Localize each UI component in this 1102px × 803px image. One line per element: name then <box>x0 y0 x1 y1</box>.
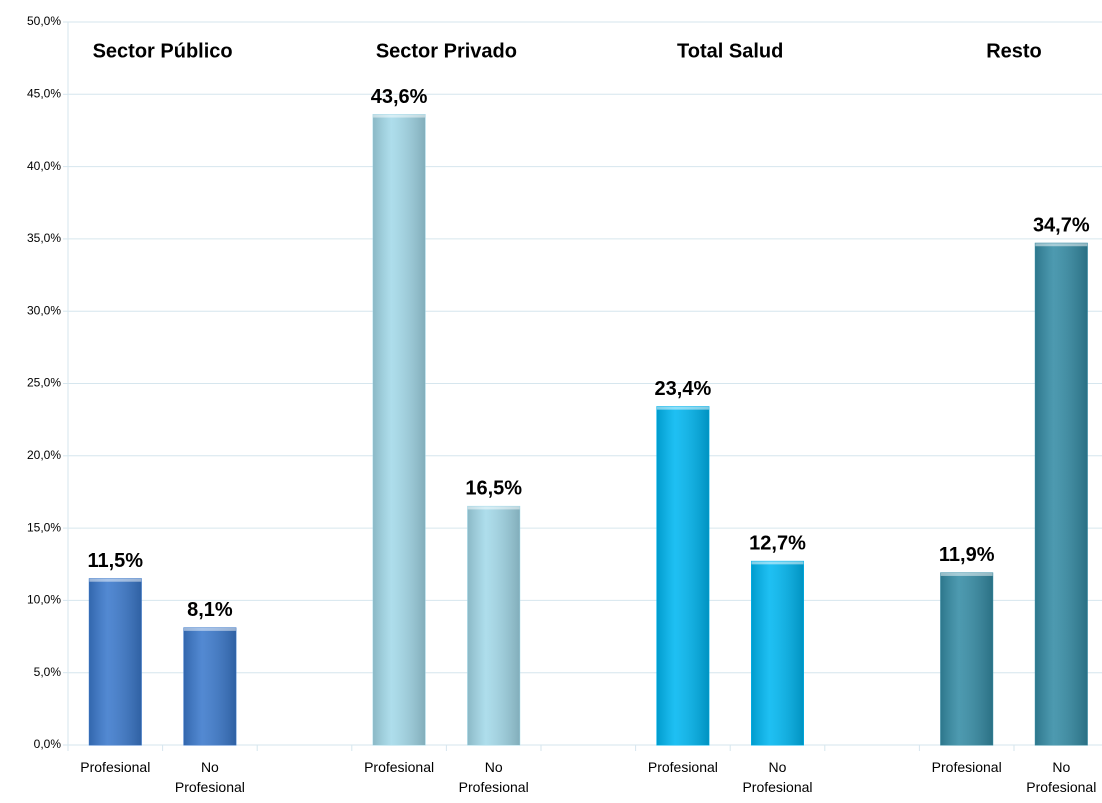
bar-top <box>89 578 142 582</box>
x-tick-label: Profesional <box>364 759 435 775</box>
y-tick-label: 15,0% <box>27 520 61 534</box>
bar-top <box>940 572 993 576</box>
x-tick-label: No Profesional <box>1026 759 1097 795</box>
bar-shade <box>89 578 142 745</box>
x-tick-label: Profesional <box>647 759 718 775</box>
value-label: 34,7% <box>1033 215 1090 237</box>
group-title: Sector Público <box>93 40 233 62</box>
y-tick-label: 45,0% <box>27 86 61 100</box>
x-tick-label: Profesional <box>80 759 151 775</box>
x-tick-label: No Profesional <box>458 759 529 795</box>
bar-shade <box>751 561 804 745</box>
bar-top <box>467 506 520 510</box>
y-tick-label: 25,0% <box>27 376 61 390</box>
y-tick-label: 35,0% <box>27 231 61 245</box>
bar-shade <box>1035 243 1088 745</box>
y-tick-label: 50,0% <box>27 14 61 28</box>
x-tick-label: No Profesional <box>174 759 245 795</box>
x-tick-label: Profesional <box>931 759 1002 775</box>
bar-top <box>1035 243 1088 247</box>
bar-shade <box>183 627 236 745</box>
value-label: 11,5% <box>87 550 143 572</box>
group-title: Resto <box>986 40 1042 62</box>
y-tick-label: 0,0% <box>34 737 62 751</box>
bar-top <box>183 627 236 631</box>
y-tick-label: 40,0% <box>27 159 61 173</box>
bar-top <box>751 561 804 565</box>
value-label: 23,4% <box>655 378 712 400</box>
value-label: 11,9% <box>939 544 995 566</box>
value-label: 43,6% <box>371 86 428 108</box>
y-tick-label: 10,0% <box>27 593 61 607</box>
group-title: Sector Privado <box>376 40 517 62</box>
bar-shade <box>656 406 709 745</box>
bar-shade <box>940 572 993 745</box>
x-tick-label: No Profesional <box>742 759 813 795</box>
y-tick-label: 30,0% <box>27 303 61 317</box>
y-tick-label: 20,0% <box>27 448 61 462</box>
bar-top <box>656 406 709 410</box>
bar-top <box>373 114 426 118</box>
value-label: 12,7% <box>749 533 806 555</box>
y-tick-label: 5,0% <box>34 665 62 679</box>
bar-shade <box>373 114 426 745</box>
bar-shade <box>467 506 520 745</box>
group-title: Total Salud <box>677 40 783 62</box>
value-label: 8,1% <box>187 599 233 621</box>
value-label: 16,5% <box>465 478 522 500</box>
